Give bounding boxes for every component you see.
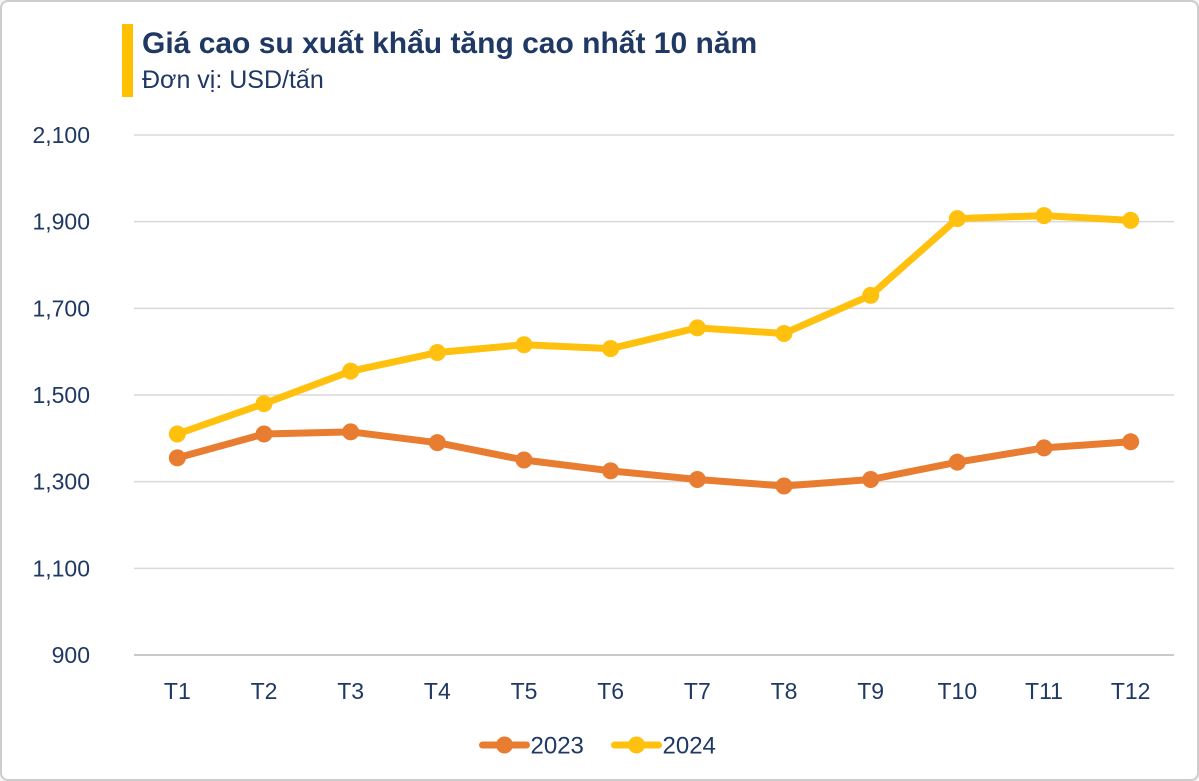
- data-point-2024-T8: [775, 324, 793, 342]
- data-point-2024-T3: [342, 362, 360, 380]
- series-line-2024: [173, 212, 1135, 438]
- data-point-2023-T5: [515, 451, 533, 469]
- data-point-2024-T1: [168, 425, 186, 443]
- y-axis-tick-label: 2,100: [32, 122, 90, 148]
- data-point-2024-T5: [515, 336, 533, 354]
- data-point-2024-T4: [428, 344, 446, 362]
- x-axis-tick-label-T3: T3: [337, 678, 364, 704]
- data-point-2024-T7: [688, 319, 706, 337]
- data-point-2024-T12: [1122, 211, 1140, 229]
- legend-label-2024: 2024: [663, 733, 716, 760]
- data-point-2023-T6: [602, 462, 620, 480]
- x-axis-tick-label-T2: T2: [251, 678, 278, 704]
- x-axis-tick-label-T12: T12: [1111, 678, 1151, 704]
- x-axis-tick-label-T1: T1: [164, 678, 191, 704]
- data-point-2023-T12: [1122, 433, 1140, 451]
- data-point-2024-T9: [862, 286, 880, 304]
- y-axis-tick-label: 1,500: [32, 382, 90, 408]
- data-point-2024-T2: [255, 395, 273, 413]
- legend-marker-dot-2024: [628, 736, 645, 754]
- chart-unit-label: Đơn vị: USD/tấn: [142, 66, 324, 94]
- data-point-2023-T10: [948, 453, 966, 471]
- x-axis-tick-label-T7: T7: [684, 678, 711, 704]
- y-axis-tick-label: 1,100: [32, 555, 90, 581]
- data-point-2023-T8: [775, 477, 793, 495]
- data-point-2024-T11: [1035, 207, 1053, 225]
- x-axis-tick-label-T9: T9: [857, 678, 884, 704]
- title-accent-bar: [122, 24, 133, 97]
- x-axis-tick-label-T4: T4: [424, 678, 451, 704]
- series-line-2023: [173, 428, 1135, 490]
- y-axis-tick-label: 900: [52, 642, 90, 668]
- header-text: Giá cao su xuất khẩu tăng cao nhất 10 nă…: [142, 24, 757, 97]
- y-axis-tick-label: 1,700: [32, 295, 90, 321]
- data-point-2023-T2: [255, 425, 273, 443]
- data-point-2023-T7: [688, 471, 706, 488]
- data-point-2023-T4: [428, 434, 446, 452]
- data-point-2024-T6: [602, 340, 620, 358]
- x-axis-tick-label-T10: T10: [938, 678, 978, 704]
- x-axis-tick-label-T11: T11: [1025, 678, 1063, 704]
- chart-header: Giá cao su xuất khẩu tăng cao nhất 10 nă…: [122, 24, 757, 97]
- chart-title: Giá cao su xuất khẩu tăng cao nhất 10 nă…: [142, 27, 758, 60]
- data-point-2023-T3: [342, 423, 360, 441]
- data-point-2023-T1: [168, 449, 186, 467]
- x-axis-tick-label-T5: T5: [511, 678, 538, 704]
- data-point-2023-T11: [1035, 439, 1053, 457]
- y-axis-tick-label: 1,300: [32, 469, 90, 495]
- data-point-2024-T10: [948, 210, 966, 228]
- y-axis-tick-label: 1,900: [32, 209, 90, 235]
- legend-marker-dot-2023: [496, 736, 513, 754]
- x-axis-tick-label-T8: T8: [771, 678, 798, 704]
- data-point-2023-T9: [862, 471, 880, 488]
- legend-label-2023: 2023: [531, 733, 584, 760]
- x-axis-tick-label-T6: T6: [597, 678, 624, 704]
